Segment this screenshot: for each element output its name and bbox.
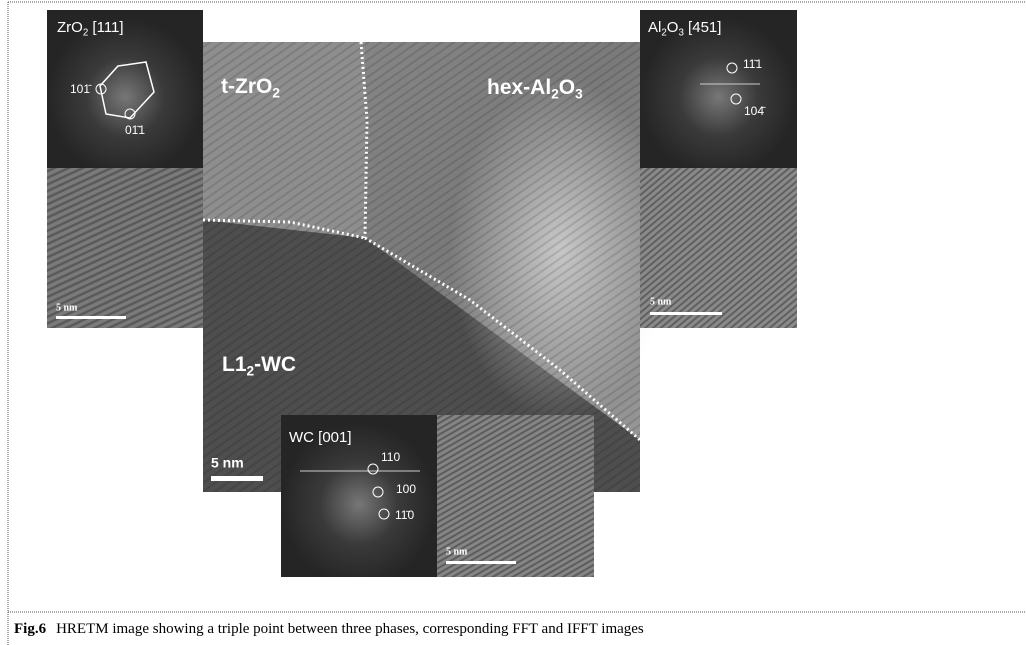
text-part: O bbox=[667, 19, 679, 36]
page: {"figure": { "main_image": { "phase_labe… bbox=[0, 0, 1026, 645]
text-part: WC [001] bbox=[289, 429, 352, 446]
scale-bar-label: 5 nm bbox=[56, 302, 78, 313]
inset-title: Al2O3 [451] bbox=[648, 19, 721, 38]
spot-label: 11̄0 bbox=[395, 508, 414, 522]
spot-label: 110 bbox=[381, 450, 400, 464]
spot-label: 101̄ bbox=[70, 82, 92, 96]
inset-al2o3: Al2O3 [451] 11̄1 104̄ 5 nm bbox=[640, 10, 797, 328]
spot-label: 100 bbox=[396, 482, 416, 496]
text-part: 2 bbox=[272, 85, 280, 100]
spot-label: 11̄1 bbox=[743, 57, 762, 71]
phase-label: t-ZrO2 bbox=[221, 75, 280, 100]
scale-bar-label: 5 nm bbox=[211, 455, 244, 471]
figure: t-ZrO2 hex-Al2O3 L12-WC 5 nm ZrO2 [111] … bbox=[0, 0, 1026, 645]
inset-wc: WC [001] 110 100 11̄0 5 nm bbox=[281, 415, 594, 577]
inset-title: ZrO2 [111] bbox=[57, 19, 124, 38]
inset-zro2: ZrO2 [111] 101̄ 01̄1 5 nm bbox=[47, 10, 203, 328]
scale-bar bbox=[446, 561, 516, 564]
phase-label: hex-Al2O3 bbox=[487, 76, 583, 101]
text-part: -WC bbox=[254, 353, 296, 376]
text-part: t-ZrO bbox=[221, 75, 272, 98]
inset-title: WC [001] bbox=[289, 429, 352, 446]
text-part: ZrO bbox=[57, 19, 83, 36]
text-part: O bbox=[559, 76, 575, 99]
caption: Fig.6 HRETM image showing a triple point … bbox=[14, 621, 644, 638]
text-part: Al bbox=[648, 19, 661, 36]
scale-bar bbox=[56, 316, 126, 319]
scale-bar bbox=[211, 476, 263, 481]
text-part: 3 bbox=[575, 86, 583, 101]
text-part: [451] bbox=[684, 19, 722, 36]
caption-label: Fig.6 bbox=[14, 621, 46, 637]
caption-text: HRETM image showing a triple point betwe… bbox=[56, 621, 644, 637]
spot-label: 104̄ bbox=[744, 104, 766, 118]
text-part: [111] bbox=[88, 19, 123, 36]
text-part: hex-Al bbox=[487, 76, 551, 99]
scale-bar bbox=[650, 312, 722, 315]
text-part: L1 bbox=[222, 353, 247, 376]
scale-bar-label: 5 nm bbox=[650, 296, 672, 307]
scale-bar-label: 5 nm bbox=[446, 546, 468, 557]
phase-label: L12-WC bbox=[222, 353, 296, 378]
spot-label: 01̄1 bbox=[125, 123, 145, 137]
